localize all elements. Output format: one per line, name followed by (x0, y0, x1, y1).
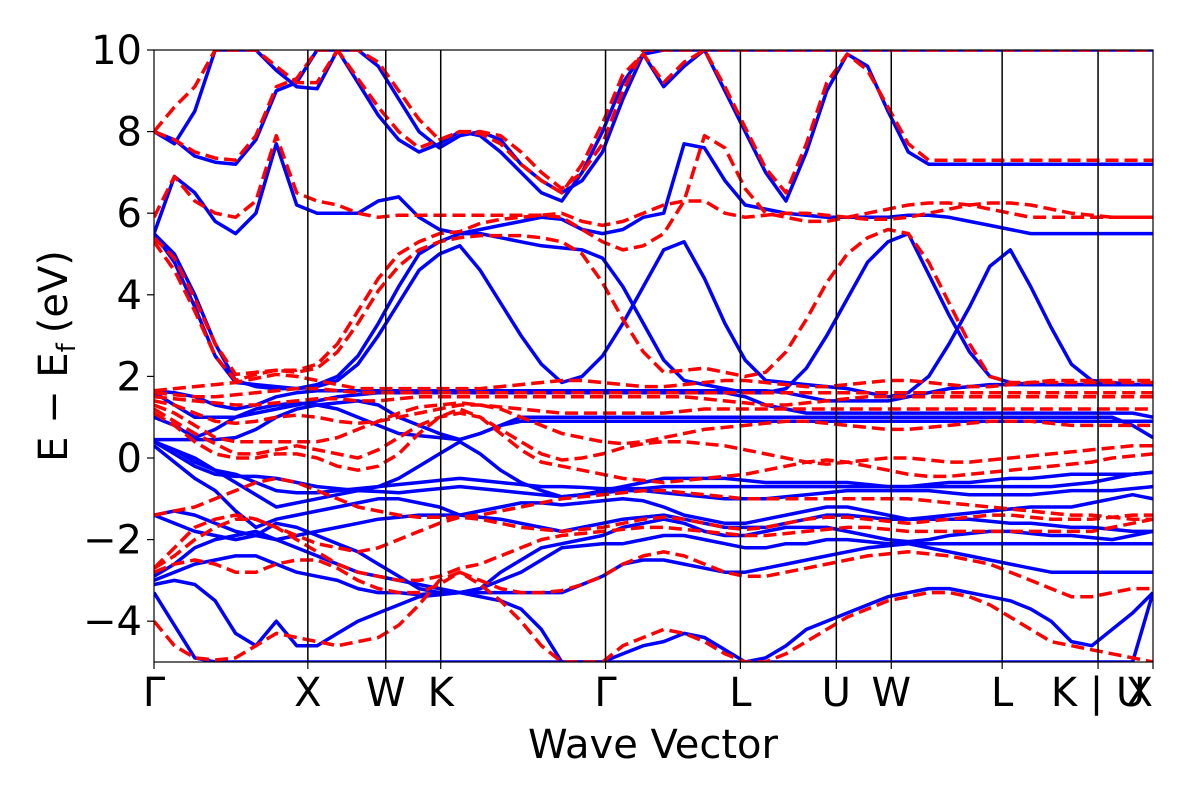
red-band-line (154, 133, 1153, 252)
red-band-line (154, 227, 1153, 385)
blue-band-line (154, 50, 1153, 203)
red-band-line (154, 372, 1153, 393)
red-band-line (154, 399, 1153, 426)
y-tick-label: 6 (117, 191, 142, 237)
blue-band-line (154, 541, 1153, 597)
x-tick-label: U (822, 670, 851, 716)
plot-frame (153, 49, 1154, 663)
x-axis-label: Wave Vector (528, 722, 779, 768)
x-tick-label: K | U (1051, 670, 1145, 716)
blue-band-line (154, 529, 1153, 595)
red-band-line (154, 550, 1153, 599)
blue-band-line (154, 142, 1153, 236)
red-band-line (154, 50, 1153, 195)
red-band-line (154, 570, 1153, 662)
x-tick-label: X (1126, 670, 1153, 716)
y-axis-label: E − Ef (eV) (31, 250, 82, 462)
red-band-line (154, 476, 1153, 521)
y-tick-label: 2 (117, 354, 142, 400)
blue-band-line (154, 50, 1153, 195)
y-axis-label-unit: (eV) (31, 250, 77, 333)
y-tick-label: −2 (83, 518, 142, 564)
red-band-line (154, 386, 1153, 399)
y-tick-label: 0 (117, 436, 142, 482)
red-band-line (154, 513, 1153, 570)
high-symmetry-lines (307, 50, 1099, 662)
red-band-line (154, 395, 1153, 407)
red-band-line (154, 407, 1153, 466)
y-axis-ticks: −4 −2 0 2 4 6 8 10 (83, 28, 154, 645)
blue-band-line (154, 439, 1153, 509)
red-band-line (154, 517, 1153, 583)
x-tick-label: K (428, 670, 456, 716)
blue-band-line (154, 232, 1153, 399)
y-tick-label: 10 (91, 28, 142, 74)
blue-band-line (154, 231, 1153, 395)
y-axis-label-main: E − E (31, 352, 77, 462)
blue-band-line (154, 444, 1153, 530)
x-tick-label: W (871, 670, 911, 716)
red-band-line (154, 407, 1153, 485)
x-tick-label: Γ (594, 670, 617, 716)
blue-band-line (154, 591, 1153, 662)
y-tick-label: 8 (117, 110, 142, 156)
y-tick-label: 4 (117, 273, 142, 319)
blue-band-line (154, 578, 1153, 662)
x-tick-label: L (729, 670, 752, 716)
blue-band-line (154, 399, 1153, 442)
blue-band-line (154, 513, 1153, 595)
x-tick-label: X (294, 670, 321, 716)
bands-layer (154, 50, 1153, 662)
red-band-line (154, 401, 1153, 446)
x-tick-label: W (366, 670, 406, 716)
x-tick-label: L (991, 670, 1014, 716)
x-tick-label: Γ (143, 670, 166, 716)
y-axis-label-sub: f (52, 342, 82, 352)
blue-band-line (154, 401, 1153, 442)
red-band-line (154, 199, 1153, 377)
blue-band-line (154, 509, 1153, 542)
y-tick-label: −4 (83, 599, 142, 645)
